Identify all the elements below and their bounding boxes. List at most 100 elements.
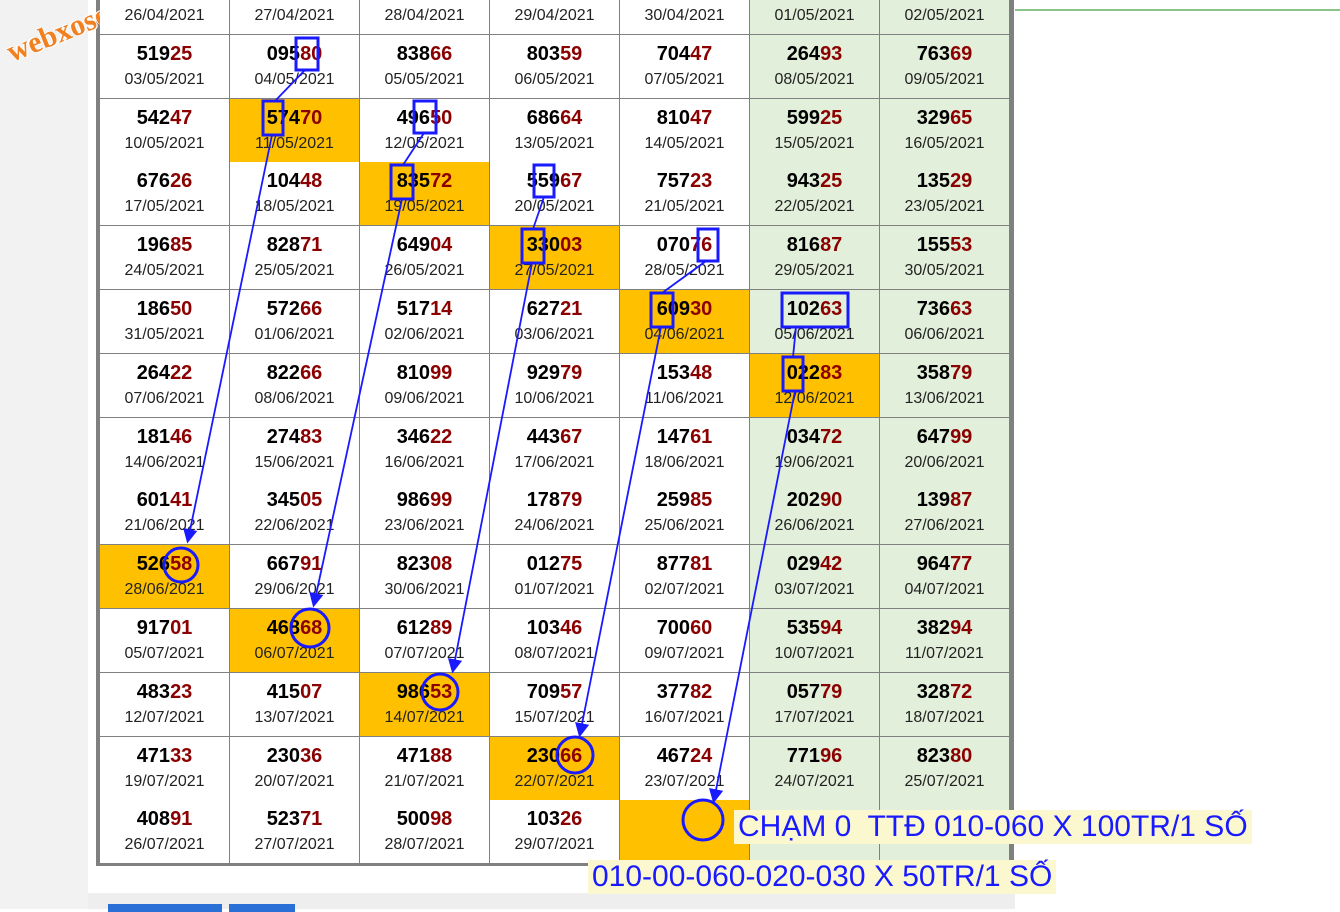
table-cell: 33003 27/05/2021 — [490, 226, 619, 290]
draw-date: 17/05/2021 — [124, 198, 205, 216]
draw-date: 24/05/2021 — [124, 262, 205, 280]
number-head: 709 — [526, 680, 561, 703]
table-cell: 15348 11/06/2021 — [620, 353, 749, 417]
draw-date: 23/07/2021 — [644, 772, 725, 790]
table-cell: 10263 05/06/2021 — [750, 290, 879, 353]
number-tail: 47 — [690, 42, 713, 65]
lottery-number: 41507 — [230, 681, 359, 704]
lottery-number: 46868 — [230, 617, 359, 640]
number-head: 519 — [136, 42, 171, 65]
draw-date: 09/07/2021 — [644, 645, 725, 662]
draw-date: 17/06/2021 — [514, 453, 595, 471]
number-tail: 79 — [560, 489, 583, 512]
number-head: 877 — [656, 553, 691, 576]
lottery-number: 07076 — [620, 234, 749, 257]
draw-date: 10/06/2021 — [514, 389, 595, 407]
draw-date: 13/05/2021 — [514, 134, 595, 152]
number-head: 345 — [266, 489, 301, 512]
number-head: 328 — [916, 680, 951, 703]
number-tail: 89 — [430, 617, 453, 639]
number-tail: 30 — [690, 298, 713, 320]
table-cell: 46868 06/07/2021 — [230, 609, 359, 672]
number-tail: 47 — [690, 106, 713, 129]
table-cell: 55967 20/05/2021 — [490, 162, 619, 226]
number-head: 103 — [526, 808, 561, 831]
lottery-number: 73663 — [880, 298, 1009, 321]
table-cell: 32965 16/05/2021 — [880, 98, 1009, 162]
button[interactable] — [229, 904, 295, 912]
lottery-number: 10263 — [750, 298, 879, 321]
number-head: 667 — [266, 553, 301, 576]
table-cell: 02942 03/07/2021 — [750, 545, 879, 609]
number-head: 274 — [266, 425, 301, 448]
lottery-number: 38294 — [880, 617, 1009, 640]
draw-date: 04/05/2021 — [254, 70, 335, 88]
number-head: 415 — [266, 680, 301, 703]
lottery-number: 81687 — [750, 234, 879, 257]
number-head: 483 — [136, 680, 171, 703]
number-head: 601 — [136, 489, 171, 512]
number-head: 443 — [526, 425, 561, 448]
lottery-number: 70060 — [620, 617, 749, 640]
number-head: 676 — [136, 170, 171, 193]
number-head: 500 — [396, 808, 431, 831]
draw-date: 13/06/2021 — [904, 389, 985, 407]
table-cell: 60930 04/06/2021 — [620, 290, 749, 353]
draw-date: 14/07/2021 — [384, 708, 465, 726]
table-cell: 54247 10/05/2021 — [100, 98, 229, 162]
draw-date: 12/06/2021 — [774, 389, 855, 407]
table-cell: 01/05/2021 — [750, 0, 879, 34]
table-cell: 64799 20/06/2021 — [880, 417, 1009, 481]
lottery-number: 46724 — [620, 745, 749, 768]
number-head: 471 — [396, 744, 431, 767]
table-cell: 61289 07/07/2021 — [360, 609, 489, 672]
number-head: 700 — [656, 617, 691, 639]
number-tail: 81 — [690, 553, 713, 576]
draw-date: 02/05/2021 — [904, 7, 985, 24]
number-tail: 99 — [430, 361, 453, 384]
number-tail: 67 — [560, 170, 583, 193]
number-tail: 46 — [560, 617, 583, 639]
lottery-number: 34622 — [360, 426, 489, 449]
number-head: 178 — [526, 489, 561, 512]
draw-date: 21/05/2021 — [644, 198, 725, 216]
draw-date: 11/07/2021 — [905, 645, 984, 662]
draw-date: 29/05/2021 — [774, 262, 855, 280]
lottery-number: 98653 — [360, 681, 489, 704]
draw-date: 21/06/2021 — [124, 517, 205, 535]
number-head: 102 — [786, 298, 821, 320]
number-head: 647 — [916, 425, 951, 448]
number-tail: 25 — [820, 170, 843, 193]
lottery-number: 37782 — [620, 681, 749, 704]
table-cell: 10448 18/05/2021 — [230, 162, 359, 226]
table-cell: 26493 08/05/2021 — [750, 34, 879, 98]
draw-date: 29/07/2021 — [514, 836, 595, 854]
number-tail: 94 — [820, 617, 843, 639]
number-head: 377 — [656, 680, 691, 703]
lottery-number: 09580 — [230, 43, 359, 66]
number-tail: 68 — [300, 617, 323, 639]
draw-date: 14/05/2021 — [644, 134, 725, 152]
draw-date: 05/07/2021 — [124, 645, 205, 662]
table-cell: 01275 01/07/2021 — [490, 545, 619, 609]
draw-date: 15/07/2021 — [514, 708, 595, 726]
lottery-number: 03472 — [750, 426, 879, 449]
number-head: 816 — [786, 234, 821, 257]
draw-date: 06/05/2021 — [514, 70, 595, 88]
table-cell: 70957 15/07/2021 — [490, 672, 619, 736]
number-head: 153 — [656, 361, 691, 384]
number-head: 022 — [786, 361, 821, 384]
lottery-number: 50098 — [360, 808, 489, 831]
number-head: 264 — [786, 42, 821, 65]
draw-date: 07/07/2021 — [384, 645, 465, 662]
table-cell: 27/04/2021 — [230, 0, 359, 34]
button[interactable] — [108, 904, 222, 912]
draw-date: 12/07/2021 — [124, 708, 205, 726]
number-tail: 26 — [560, 808, 583, 831]
lottery-number: 23066 — [490, 745, 619, 768]
table-cell: 82308 30/06/2021 — [360, 545, 489, 609]
lottery-number: 81099 — [360, 362, 489, 385]
table-cell: 30/04/2021 — [620, 0, 749, 34]
draw-date: 11/05/2021 — [255, 134, 334, 152]
table-cell: 13529 23/05/2021 — [880, 162, 1009, 226]
